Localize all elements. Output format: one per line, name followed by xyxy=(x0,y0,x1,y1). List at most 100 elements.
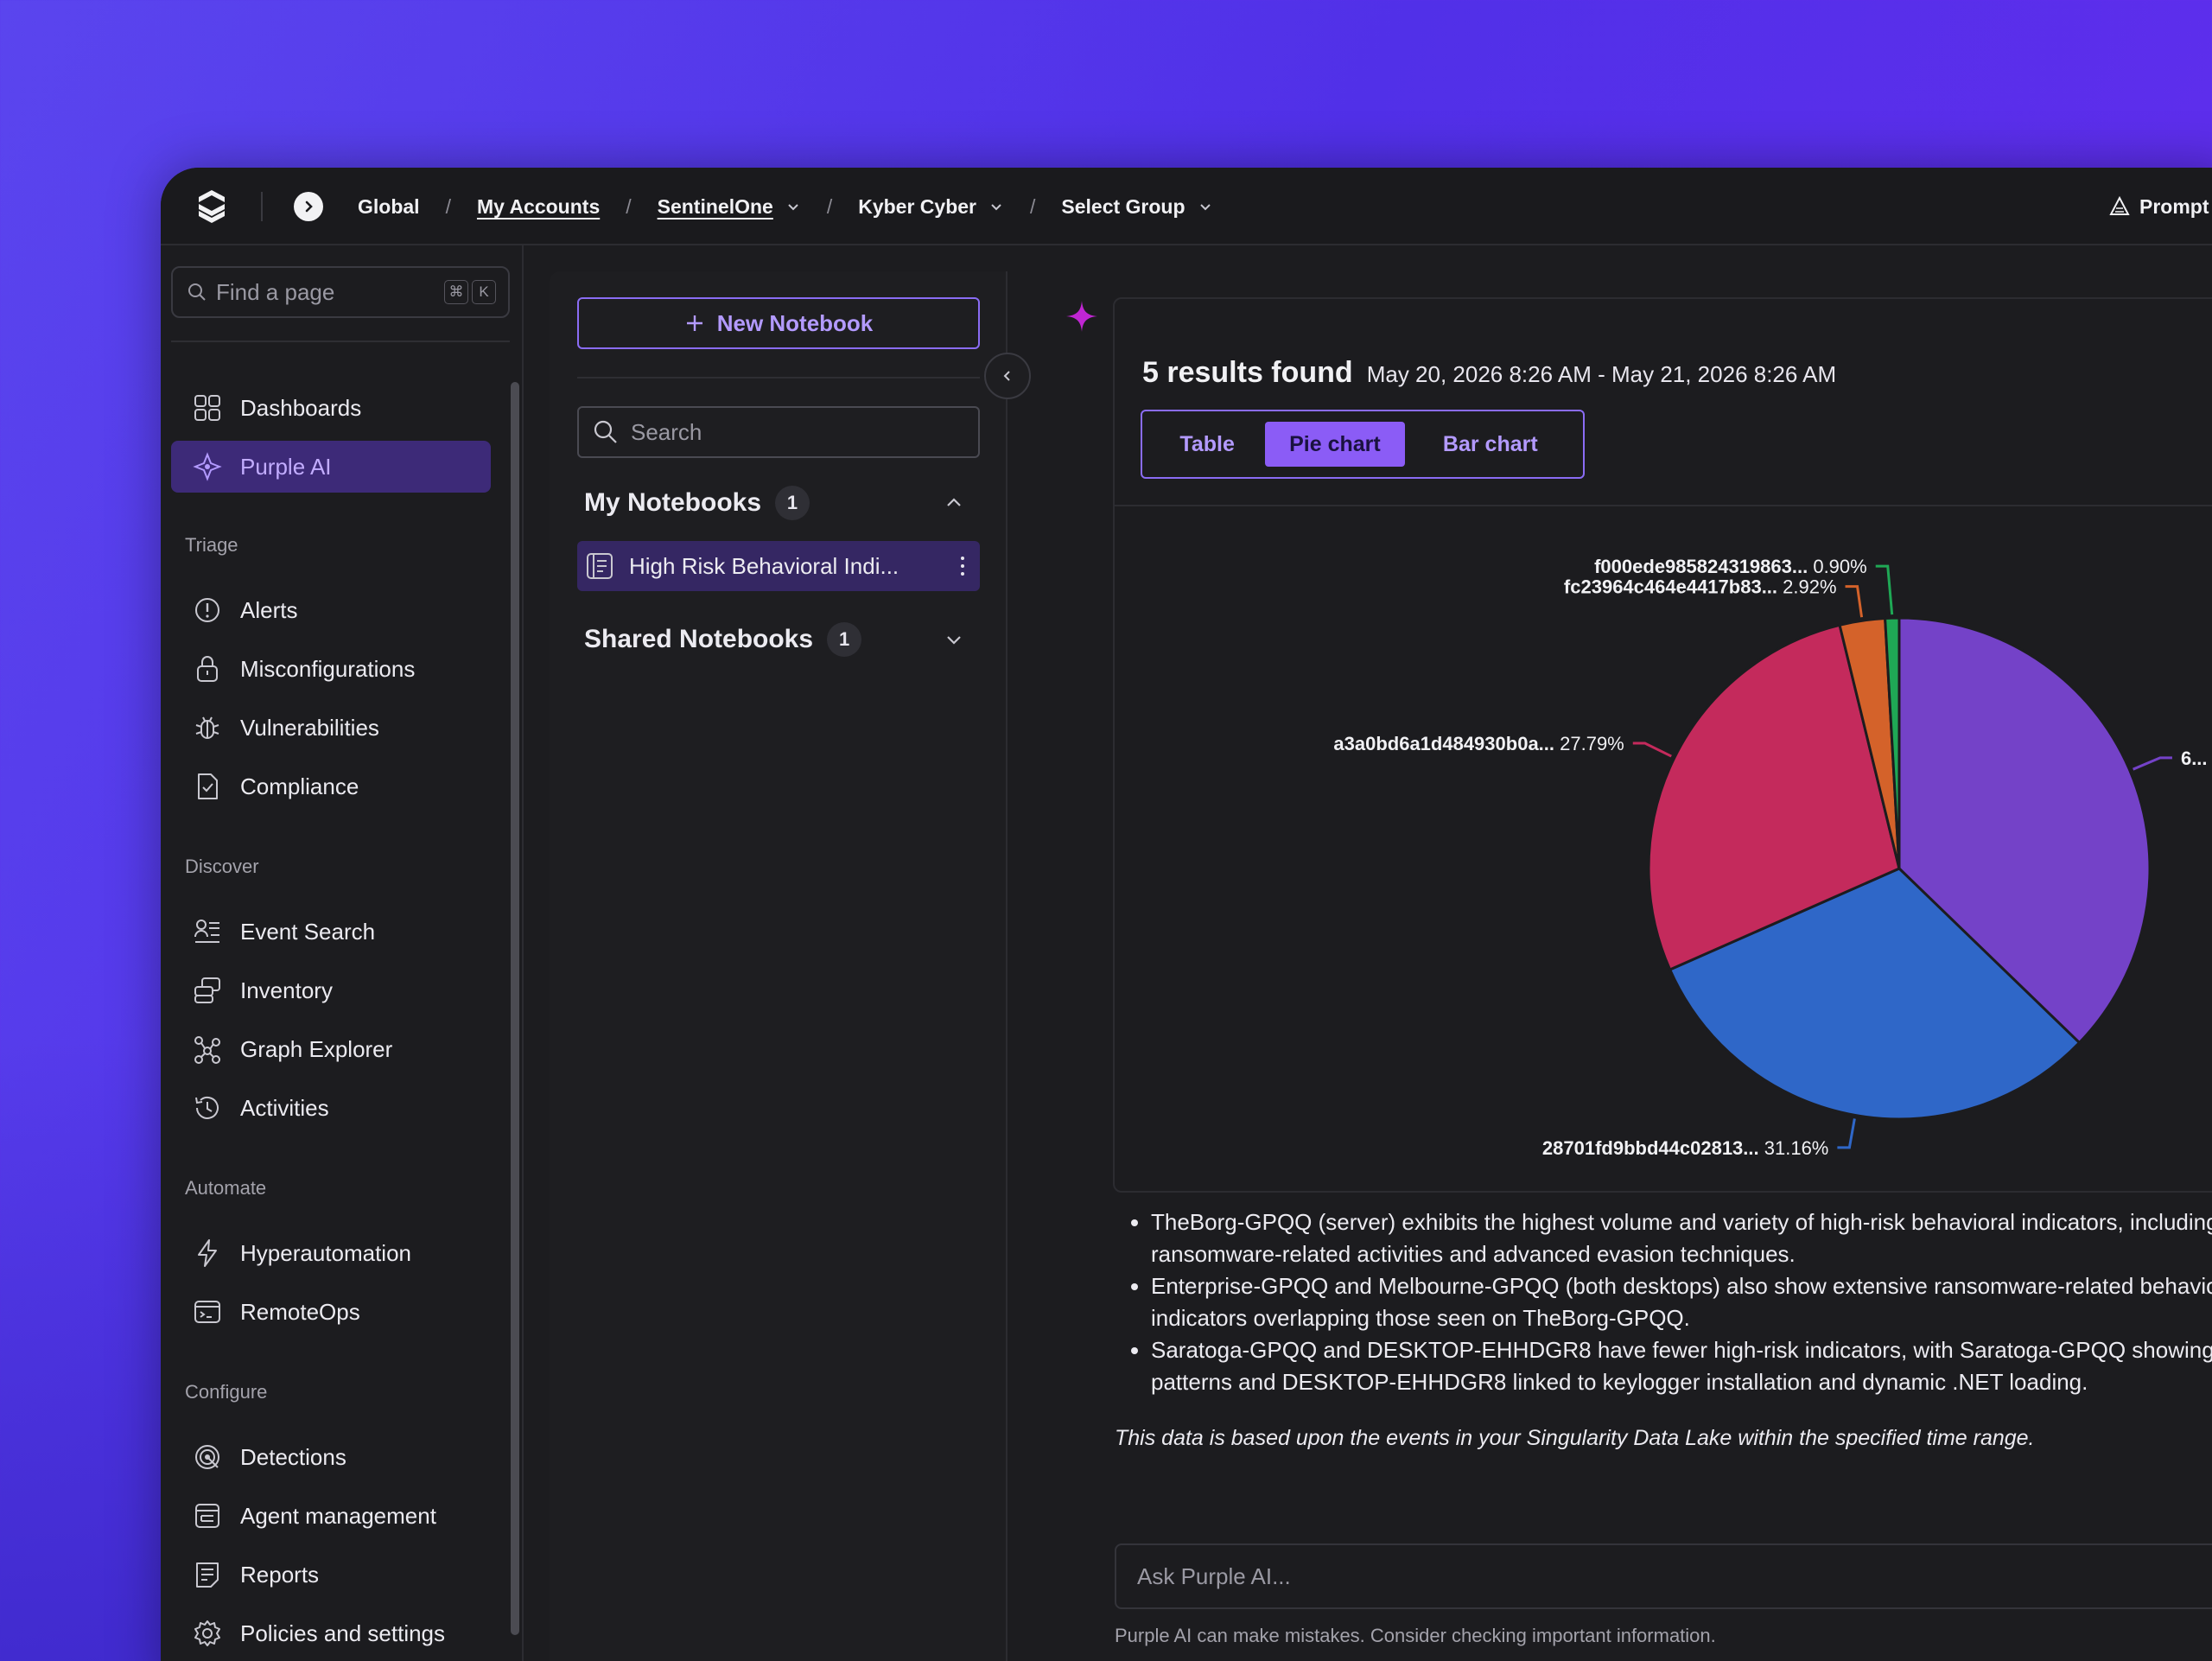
search-icon xyxy=(594,420,617,443)
sidebar-item-vulnerabilities[interactable]: Vulnerabilities xyxy=(171,702,491,754)
terminal-icon xyxy=(194,1301,220,1323)
pie-label-value: 31.16% xyxy=(1759,1137,1829,1159)
sidebar-item-purple-ai[interactable]: Purple AI xyxy=(171,441,491,493)
sidebar-scrollbar[interactable] xyxy=(511,382,519,1635)
divider xyxy=(261,192,263,221)
notebook-search-input[interactable]: Search xyxy=(577,406,980,458)
pie-label-name: fc23964c464e4417b83... xyxy=(1564,576,1777,598)
sidebar-item-inventory[interactable]: Inventory xyxy=(171,964,491,1016)
new-notebook-label: New Notebook xyxy=(716,309,874,336)
expand-nav-button[interactable] xyxy=(294,192,323,221)
pie-label: fc23964c464e4417b83... 2.92% xyxy=(1564,576,1837,598)
sidebar-item-hyperautomation[interactable]: Hyperautomation xyxy=(171,1227,491,1279)
sidebar-item-label: RemoteOps xyxy=(240,1298,360,1325)
breadcrumb-label: SentinelOne xyxy=(657,194,773,218)
pie-label-value: 0.90% xyxy=(1808,556,1867,577)
pie-leader-line xyxy=(1837,1118,1856,1149)
divider xyxy=(1115,505,2212,506)
sidebar-item-reports[interactable]: Reports xyxy=(171,1549,491,1601)
graph-icon xyxy=(194,1036,220,1064)
search-icon xyxy=(188,283,206,301)
breadcrumb-global[interactable]: Global xyxy=(358,195,420,219)
pie-slice[interactable] xyxy=(1897,616,2152,1045)
new-notebook-button[interactable]: New Notebook xyxy=(577,297,980,349)
view-toggle: Table Pie chart Bar chart xyxy=(1141,410,1585,479)
results-header: 5 results found May 20, 2026 8:26 AM - M… xyxy=(1142,356,1836,390)
chevron-down-icon[interactable] xyxy=(988,199,1004,214)
breadcrumb-sentinelone[interactable]: SentinelOne xyxy=(658,195,801,219)
sidebar-item-activities[interactable]: Activities xyxy=(171,1082,491,1134)
sidebar-item-label: Event Search xyxy=(240,918,376,945)
sidebar-section-discover: Discover xyxy=(185,856,259,877)
notebook-icon xyxy=(587,553,613,579)
shared-notebooks-header[interactable]: Shared Notebooks 1 xyxy=(584,622,862,657)
chevron-down-icon[interactable] xyxy=(1198,199,1213,214)
bolt-icon xyxy=(198,1239,217,1267)
prompt-label: Prompt xyxy=(2139,194,2209,218)
pie-label-name: a3a0bd6a1d484930b0a... xyxy=(1333,733,1554,754)
more-options-icon[interactable] xyxy=(959,553,966,579)
sidebar-item-graph-explorer[interactable]: Graph Explorer xyxy=(171,1023,491,1075)
pie-leader-line xyxy=(1632,741,1672,758)
chevron-down-icon[interactable] xyxy=(785,199,801,214)
sidebar-section-triage: Triage xyxy=(185,534,238,556)
pie-label: f000ede985824319863... 0.90% xyxy=(1594,556,1867,577)
pie-label: 28701fd9bbd44c02813... 31.16% xyxy=(1542,1137,1828,1159)
pie-leader-line xyxy=(1845,585,1864,618)
chevron-up-icon[interactable] xyxy=(944,493,964,513)
sidebar-item-misconfigurations[interactable]: Misconfigurations xyxy=(171,643,491,695)
agent-icon xyxy=(195,1504,219,1528)
chevron-left-icon xyxy=(1003,371,1010,381)
sidebar-item-alerts[interactable]: Alerts xyxy=(171,584,491,636)
event-search-icon xyxy=(194,920,219,943)
notebooks-panel: New Notebook Search My Notebooks 1 High … xyxy=(550,271,1007,1661)
sidebar-item-event-search[interactable]: Event Search xyxy=(171,906,491,958)
tab-pie-chart[interactable]: Pie chart xyxy=(1265,422,1405,467)
find-page-placeholder: Find a page xyxy=(216,278,335,305)
chevron-down-icon[interactable] xyxy=(944,629,964,650)
summary-bullet: Enterprise-GPQQ and Melbourne-GPQQ (both… xyxy=(1151,1270,2212,1334)
breadcrumb-my-accounts[interactable]: My Accounts xyxy=(477,195,600,219)
purple-ai-icon xyxy=(193,452,222,481)
breadcrumb-label: Kyber Cyber xyxy=(858,194,976,218)
count-badge: 1 xyxy=(827,622,862,657)
prompt-button[interactable]: Prompt xyxy=(2108,168,2209,245)
pie-slice[interactable] xyxy=(1668,867,2082,1121)
sidebar-section-automate: Automate xyxy=(185,1177,267,1199)
collapse-panel-button[interactable] xyxy=(984,353,1031,399)
compliance-icon xyxy=(198,773,218,799)
sidebar-item-remoteops[interactable]: RemoteOps xyxy=(171,1286,491,1338)
summary-line: TheBorg-GPQQ (server) exhibits the highe… xyxy=(1151,1209,2212,1235)
breadcrumb-label: My Accounts xyxy=(476,194,601,218)
top-bar: Global / My Accounts / SentinelOne / Kyb… xyxy=(161,168,2212,245)
breadcrumb-select-group[interactable]: Select Group xyxy=(1061,195,1212,219)
sidebar-item-dashboards[interactable]: Dashboards xyxy=(171,382,491,434)
tab-table[interactable]: Table xyxy=(1179,431,1235,456)
sidebar-item-label: Inventory xyxy=(240,977,333,1003)
sidebar-item-agent-management[interactable]: Agent management xyxy=(171,1490,491,1542)
pie-slice[interactable] xyxy=(1884,616,1901,869)
pie-label: a3a0bd6a1d484930b0a... 27.79% xyxy=(1333,733,1624,754)
ask-purple-ai-input[interactable]: Ask Purple AI... xyxy=(1115,1543,2212,1609)
find-page-input[interactable]: Find a page ⌘ K xyxy=(171,266,510,318)
results-count: 5 results found xyxy=(1142,356,1353,389)
notebook-item[interactable]: High Risk Behavioral Indi... xyxy=(577,541,980,591)
pie-slice[interactable] xyxy=(1647,623,1901,971)
sentinelone-logo-icon[interactable] xyxy=(190,185,233,228)
tab-bar-chart[interactable]: Bar chart xyxy=(1442,431,1538,456)
summary-line: indicators overlapping those seen on The… xyxy=(1151,1305,1690,1331)
sidebar-section-configure: Configure xyxy=(185,1381,268,1403)
sidebar-item-label: Hyperautomation xyxy=(240,1239,411,1266)
sidebar-item-policies-settings[interactable]: Policies and settings xyxy=(171,1607,491,1659)
inventory-icon xyxy=(194,977,220,1003)
my-notebooks-header[interactable]: My Notebooks 1 xyxy=(584,486,810,520)
divider xyxy=(577,377,980,379)
gear-icon xyxy=(194,1620,220,1646)
sidebar-item-detections[interactable]: Detections xyxy=(171,1431,491,1483)
breadcrumb-kyber-cyber[interactable]: Kyber Cyber xyxy=(858,195,1004,219)
breadcrumb-label: Select Group xyxy=(1061,194,1185,218)
sidebar-item-compliance[interactable]: Compliance xyxy=(171,760,491,812)
pie-label-value: 27.79% xyxy=(1554,733,1624,754)
report-icon xyxy=(196,1562,219,1588)
results-card: 5 results found May 20, 2026 8:26 AM - M… xyxy=(1113,297,2212,1193)
